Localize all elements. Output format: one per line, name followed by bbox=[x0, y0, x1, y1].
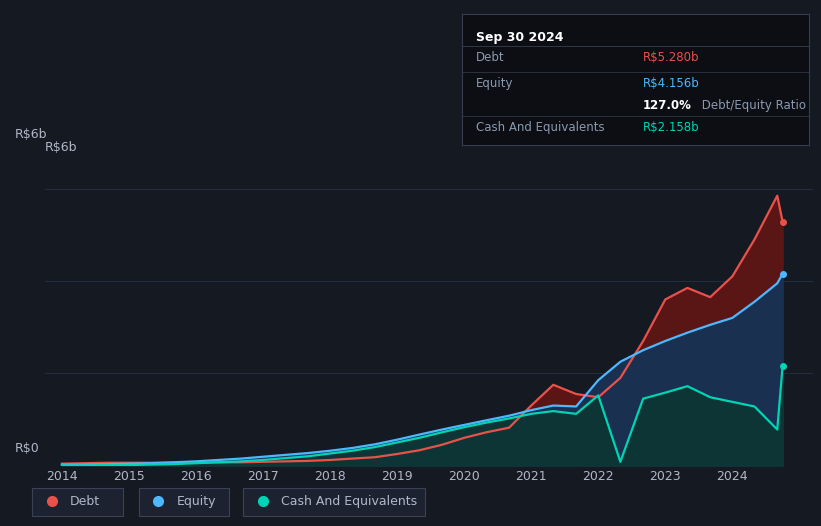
Text: Debt: Debt bbox=[476, 50, 505, 64]
Text: Debt: Debt bbox=[70, 494, 100, 508]
Text: R$6b: R$6b bbox=[45, 140, 78, 154]
Text: Debt/Equity Ratio: Debt/Equity Ratio bbox=[698, 99, 806, 112]
Text: Sep 30 2024: Sep 30 2024 bbox=[476, 31, 563, 44]
FancyBboxPatch shape bbox=[32, 488, 123, 516]
Text: R$5.280b: R$5.280b bbox=[642, 50, 699, 64]
Text: R$6b: R$6b bbox=[15, 128, 48, 140]
FancyBboxPatch shape bbox=[243, 488, 424, 516]
FancyBboxPatch shape bbox=[139, 488, 229, 516]
Text: R$4.156b: R$4.156b bbox=[642, 77, 699, 90]
Text: 127.0%: 127.0% bbox=[642, 99, 691, 112]
Text: Equity: Equity bbox=[476, 77, 514, 90]
Text: Cash And Equivalents: Cash And Equivalents bbox=[476, 121, 605, 134]
Text: Equity: Equity bbox=[177, 494, 216, 508]
Text: R$2.158b: R$2.158b bbox=[642, 121, 699, 134]
Text: R$0: R$0 bbox=[15, 442, 39, 454]
Text: Cash And Equivalents: Cash And Equivalents bbox=[282, 494, 417, 508]
